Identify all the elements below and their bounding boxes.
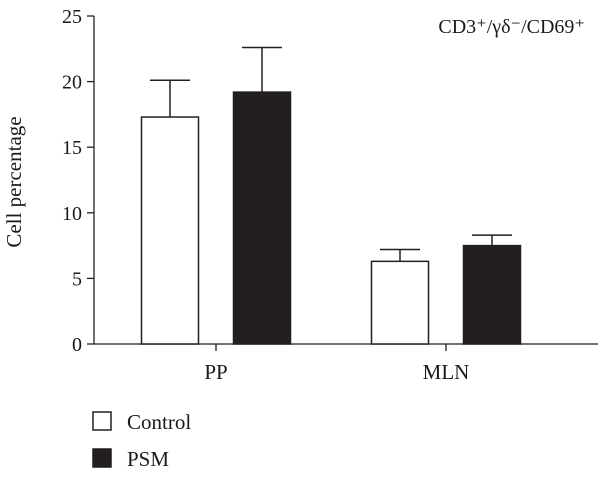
legend-swatch xyxy=(92,411,112,431)
bar xyxy=(462,244,522,345)
y-tick-label: 10 xyxy=(62,203,82,225)
bar xyxy=(370,260,430,345)
x-tick-label: MLN xyxy=(423,360,470,384)
y-tick-label: 5 xyxy=(72,268,82,290)
legend-label: PSM xyxy=(127,447,169,471)
y-tick-label: 20 xyxy=(62,72,82,94)
bars xyxy=(140,46,522,345)
legend: Control PSM xyxy=(92,410,191,471)
y-tick-label: 0 xyxy=(72,334,82,356)
bar xyxy=(232,91,292,345)
y-tick-label: 15 xyxy=(62,137,82,159)
legend-label: Control xyxy=(127,410,191,434)
legend-swatch xyxy=(92,448,112,468)
chart-title: CD3⁺/γδ⁻/CD69⁺ xyxy=(438,16,585,38)
x-tick-label: PP xyxy=(204,360,227,384)
y-tick-label: 25 xyxy=(62,6,82,28)
bar xyxy=(140,116,200,345)
y-axis-label: Cell percentage xyxy=(2,116,26,247)
